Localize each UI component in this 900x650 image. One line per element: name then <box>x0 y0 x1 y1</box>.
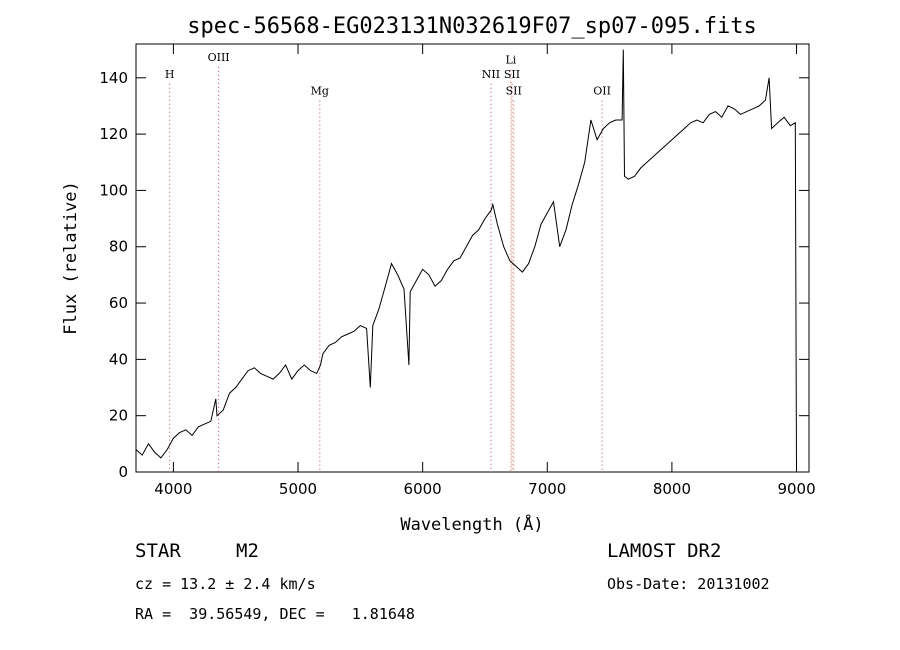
observation-date: Obs-Date: 20131002 <box>607 575 770 593</box>
x-tick-label: 8000 <box>653 480 691 498</box>
y-tick-label: 120 <box>99 125 128 143</box>
line-marker-label: SII <box>506 85 522 98</box>
x-tick-label: 5000 <box>279 480 317 498</box>
x-tick-label: 4000 <box>154 480 192 498</box>
y-tick-label: 20 <box>109 407 128 425</box>
line-marker-label: OII <box>593 85 611 98</box>
x-tick-label: 7000 <box>528 480 566 498</box>
spectrum-series-line <box>135 49 797 473</box>
line-marker-label: OIII <box>208 51 230 64</box>
y-axis-label: Flux (relative) <box>61 181 81 335</box>
y-tick-label: 60 <box>109 294 128 312</box>
chart-title: spec-56568-EG023131N032619F07_sp07-095.f… <box>187 14 757 39</box>
y-tick-label: 140 <box>99 69 128 87</box>
x-axis-label: Wavelength (Å) <box>400 513 543 535</box>
y-tick-label: 40 <box>109 350 128 368</box>
line-marker-label: Mg <box>311 85 329 98</box>
redshift-cz: cz = 13.2 ± 2.4 km/s <box>135 575 316 593</box>
line-marker-label: NII <box>482 68 500 81</box>
line-marker-label: H <box>165 68 175 81</box>
object-subclass: M2 <box>236 540 259 562</box>
y-tick-label: 0 <box>118 463 128 481</box>
ra-dec-coordinates: RA = 39.56549, DEC = 1.81648 <box>135 605 415 623</box>
x-tick-label: 6000 <box>404 480 442 498</box>
line-marker-label: Li <box>505 54 516 67</box>
y-tick-label: 80 <box>109 238 128 256</box>
x-tick-label: 9000 <box>777 480 815 498</box>
y-tick-label: 100 <box>99 181 128 199</box>
line-marker-label: SII <box>504 68 520 81</box>
axis-ticks: 4000 5000 6000 7000 8000 9000 0 20 40 60 80 100 120 1… <box>99 44 816 498</box>
object-class: STAR <box>135 540 181 562</box>
plot-frame <box>135 43 810 473</box>
survey-name: LAMOST DR2 <box>607 540 722 562</box>
